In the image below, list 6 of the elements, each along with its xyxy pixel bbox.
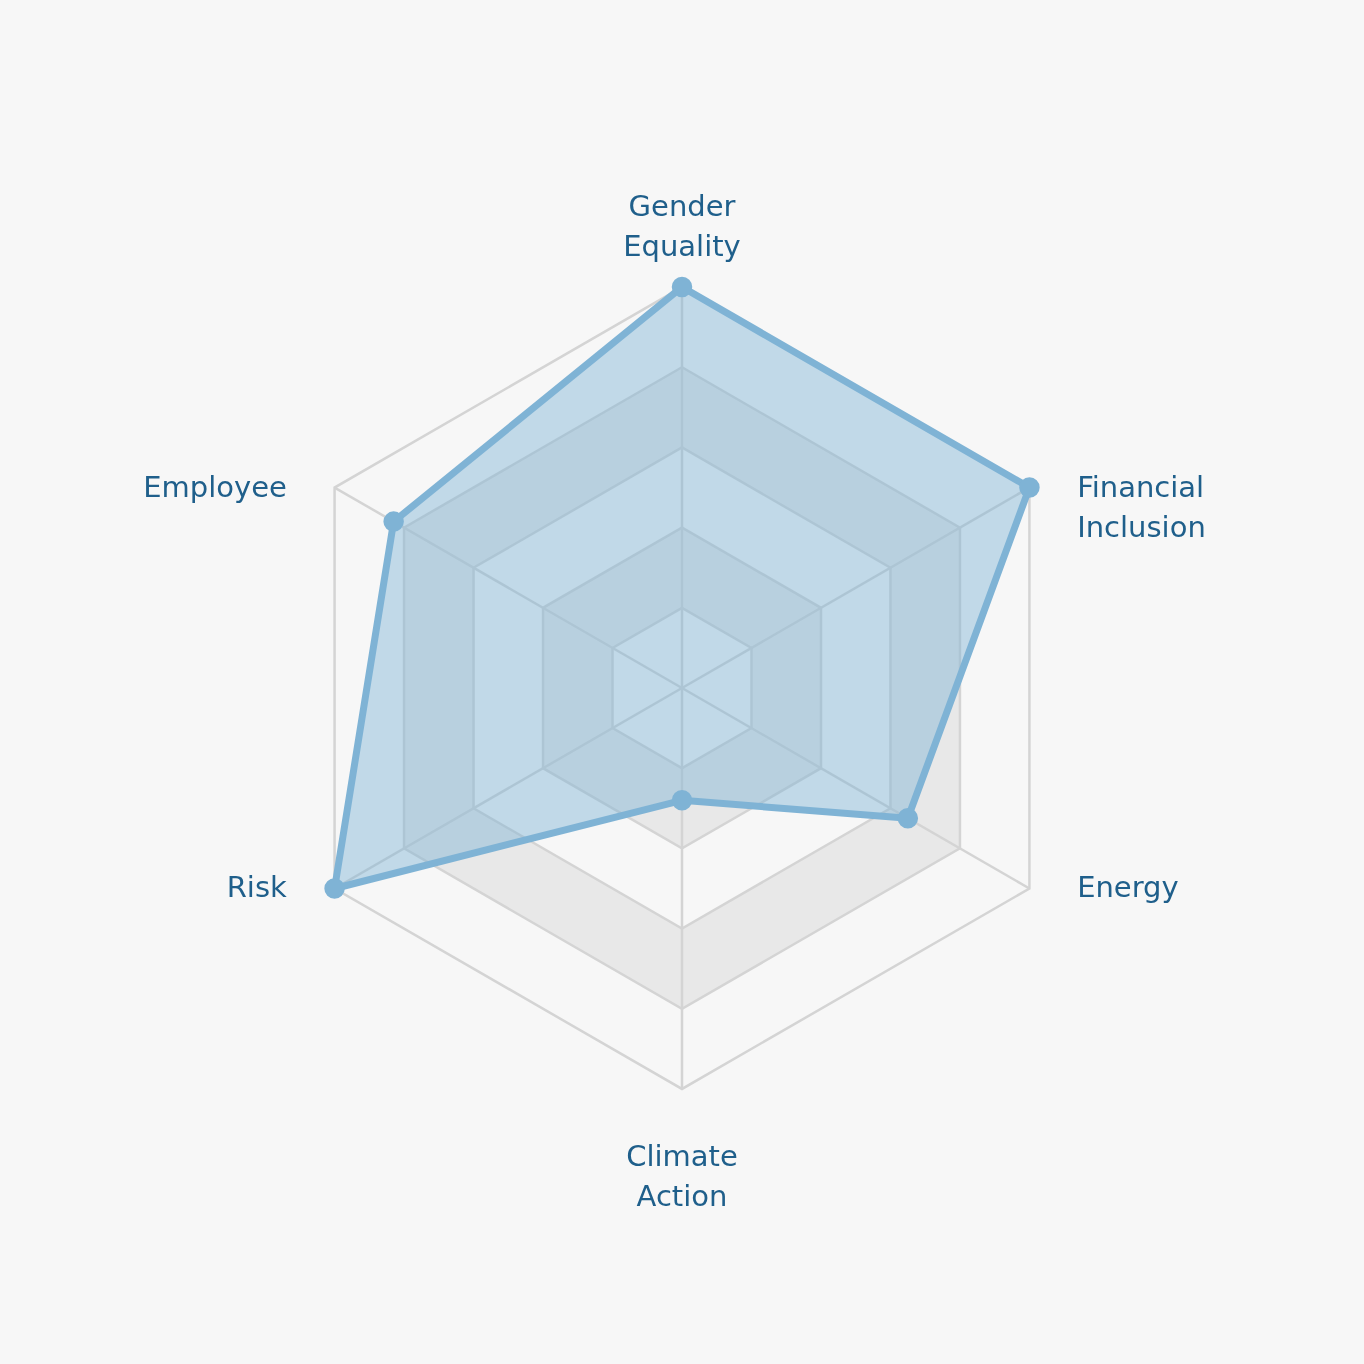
spoke-label: Climate Action (626, 1139, 738, 1214)
spoke-label: Employee (143, 469, 287, 504)
spoke-label: Financial Inclusion (1077, 469, 1206, 544)
spoke-label: Energy (1077, 870, 1179, 905)
spoke-label: Risk (226, 870, 288, 905)
spoke-label: Gender Equality (623, 188, 741, 263)
